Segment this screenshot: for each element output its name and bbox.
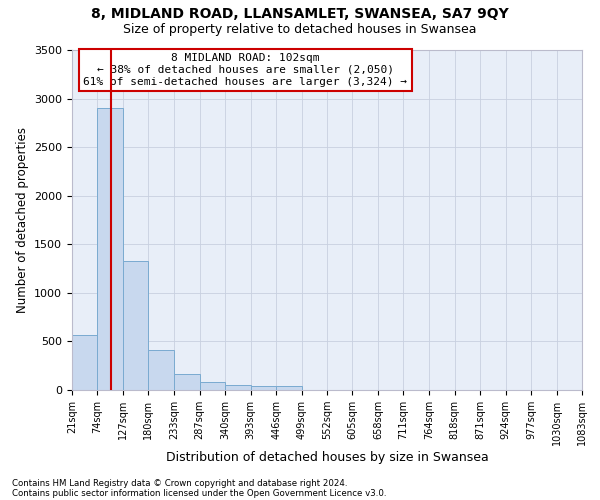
Bar: [148, 350, 174, 390]
Bar: [97, 108, 123, 390]
Y-axis label: Number of detached properties: Number of detached properties: [16, 127, 29, 313]
Bar: [123, 261, 148, 390]
Text: Size of property relative to detached houses in Swansea: Size of property relative to detached ho…: [123, 22, 477, 36]
Bar: [276, 386, 302, 390]
Bar: [72, 334, 97, 390]
Bar: [251, 386, 276, 390]
Text: 8 MIDLAND ROAD: 102sqm
← 38% of detached houses are smaller (2,050)
61% of semi-: 8 MIDLAND ROAD: 102sqm ← 38% of detached…: [83, 54, 407, 86]
Bar: [174, 374, 200, 390]
Text: 8, MIDLAND ROAD, LLANSAMLET, SWANSEA, SA7 9QY: 8, MIDLAND ROAD, LLANSAMLET, SWANSEA, SA…: [91, 8, 509, 22]
X-axis label: Distribution of detached houses by size in Swansea: Distribution of detached houses by size …: [166, 450, 488, 464]
Text: Contains public sector information licensed under the Open Government Licence v3: Contains public sector information licen…: [12, 488, 386, 498]
Bar: [225, 384, 251, 390]
Text: Contains HM Land Registry data © Crown copyright and database right 2024.: Contains HM Land Registry data © Crown c…: [12, 478, 347, 488]
Bar: [200, 382, 225, 390]
